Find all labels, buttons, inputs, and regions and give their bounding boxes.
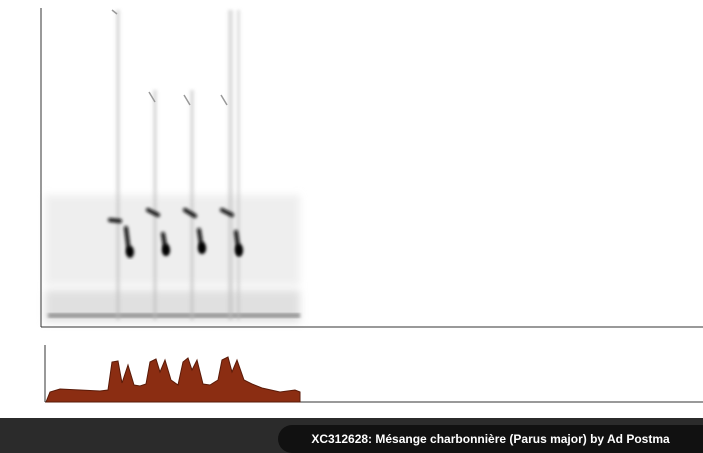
noise [45,195,300,322]
amplitude-envelope [45,356,301,403]
noise-band [48,313,300,318]
harmonics [111,9,228,106]
caption: XC312628: Mésange charbonnière (Parus ma… [278,425,703,453]
streaks [116,10,240,320]
syllable-cores [126,242,243,258]
